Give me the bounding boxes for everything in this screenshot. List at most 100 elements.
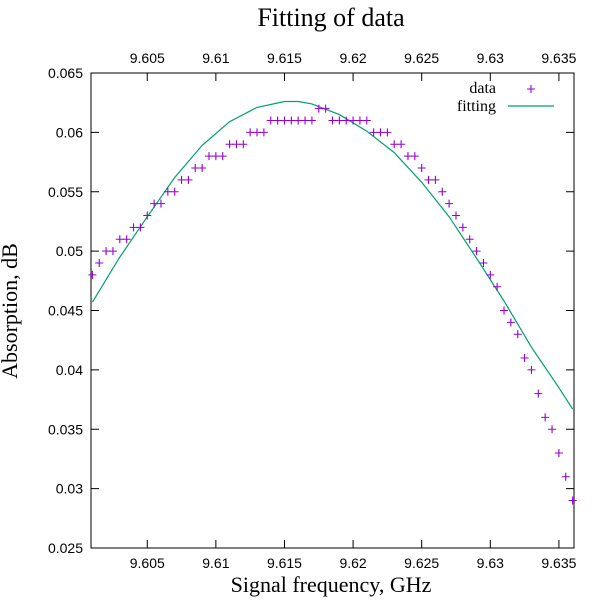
y-tick-label: 0.035 xyxy=(48,421,83,437)
data-point xyxy=(253,128,262,137)
x-tick-label-top: 9.63 xyxy=(477,50,504,66)
legend-label-fitting: fitting xyxy=(457,98,496,115)
x-tick-label: 9.62 xyxy=(339,555,366,571)
data-point xyxy=(321,104,330,113)
data-point xyxy=(479,259,488,267)
data-point xyxy=(568,496,577,505)
data-point xyxy=(88,270,97,279)
data-point xyxy=(362,116,371,125)
data-point xyxy=(314,104,323,113)
data-point xyxy=(390,140,399,149)
data-point xyxy=(266,116,275,125)
data-point xyxy=(246,128,255,137)
x-tick-label-top: 9.62 xyxy=(339,50,366,66)
data-point xyxy=(225,140,234,149)
data-point xyxy=(287,116,296,125)
x-tick-label-top: 9.615 xyxy=(267,50,302,66)
data-point xyxy=(102,247,111,256)
data-point xyxy=(205,152,214,161)
x-tick-label: 9.635 xyxy=(541,555,576,571)
data-point xyxy=(472,247,481,256)
x-tick-label: 9.61 xyxy=(202,555,229,571)
x-tick-label: 9.615 xyxy=(267,555,302,571)
data-point xyxy=(417,164,426,172)
data-point xyxy=(500,306,509,315)
data-point xyxy=(349,116,358,125)
x-tick-label: 9.605 xyxy=(130,555,165,571)
data-point xyxy=(520,354,529,362)
x-tick-label-top: 9.605 xyxy=(130,50,165,66)
y-tick-label: 0.045 xyxy=(48,303,83,319)
data-point xyxy=(177,175,186,184)
data-point xyxy=(211,152,220,161)
data-point xyxy=(355,116,364,125)
y-tick-label: 0.055 xyxy=(48,184,83,200)
y-tick-label: 0.03 xyxy=(56,481,83,497)
data-point xyxy=(383,128,392,137)
y-tick-label: 0.05 xyxy=(56,243,83,259)
data-point xyxy=(493,282,502,291)
data-point xyxy=(150,199,159,208)
data-point xyxy=(143,211,152,220)
data-point xyxy=(548,425,557,434)
data-point xyxy=(294,116,303,125)
data-point xyxy=(163,187,172,196)
y-tick-label: 0.04 xyxy=(56,362,83,378)
y-tick-label: 0.06 xyxy=(56,124,83,140)
data-point xyxy=(513,330,522,339)
data-point xyxy=(280,116,289,125)
data-point xyxy=(541,413,550,422)
data-points-layer xyxy=(88,104,577,505)
x-tick-label-top: 9.625 xyxy=(404,50,439,66)
data-point xyxy=(115,235,124,244)
legend-label-data: data xyxy=(469,80,496,97)
data-point xyxy=(184,175,193,184)
y-axis-label: Absorption, dB xyxy=(0,243,22,379)
data-point xyxy=(561,472,570,481)
data-point xyxy=(431,175,440,184)
data-point xyxy=(438,187,447,196)
fitting-layer xyxy=(91,100,574,410)
x-tick-label: 9.625 xyxy=(404,555,439,571)
data-point xyxy=(156,199,165,208)
data-point xyxy=(445,199,454,208)
data-point xyxy=(534,389,543,398)
data-point xyxy=(259,128,268,137)
data-point xyxy=(95,259,104,267)
data-point xyxy=(527,365,536,374)
data-point xyxy=(410,152,419,161)
data-point xyxy=(307,116,316,125)
fitting-curve xyxy=(91,100,574,410)
chart-title: Fitting of data xyxy=(257,3,405,32)
x-tick-label: 9.63 xyxy=(477,555,504,571)
data-point xyxy=(335,116,344,125)
data-point xyxy=(328,116,337,125)
data-point xyxy=(198,164,207,172)
data-point xyxy=(129,223,138,232)
data-point xyxy=(369,128,378,137)
data-point xyxy=(239,140,248,149)
data-point xyxy=(122,235,131,244)
data-point xyxy=(218,152,227,161)
data-point xyxy=(170,187,179,196)
data-point xyxy=(342,116,351,125)
data-point xyxy=(458,223,467,232)
data-point xyxy=(108,247,117,256)
y-tick-label: 0.025 xyxy=(48,540,83,556)
y-tick-label: 0.065 xyxy=(48,65,83,81)
data-point xyxy=(451,211,460,220)
data-point xyxy=(191,164,200,172)
legend: data fitting xyxy=(457,80,554,115)
x-tick-label-top: 9.635 xyxy=(541,50,576,66)
axis-ticks: 9.605 9.605 9.61 9.61 9.615 9.615 9.62 9.62 9.62… xyxy=(48,50,577,571)
data-point xyxy=(506,318,515,327)
data-point xyxy=(424,175,433,184)
data-point xyxy=(397,140,406,149)
data-point xyxy=(465,235,474,244)
data-point xyxy=(136,223,145,232)
x-axis-label: Signal frequency, GHz xyxy=(231,572,432,597)
legend-marker-data xyxy=(527,85,535,93)
data-point xyxy=(486,270,495,279)
x-tick-label-top: 9.61 xyxy=(202,50,229,66)
